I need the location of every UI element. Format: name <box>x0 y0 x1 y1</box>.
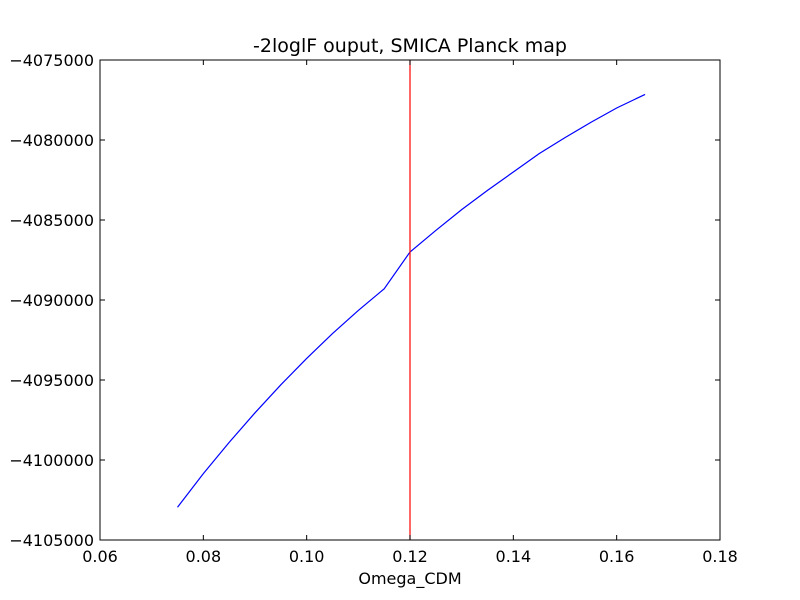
y-tick-label: −4080000 <box>9 131 94 150</box>
x-tick-label: 0.18 <box>702 547 738 566</box>
x-tick-label: 0.08 <box>186 547 222 566</box>
x-axis-label: Omega_CDM <box>358 569 461 589</box>
y-tick-label: −4085000 <box>9 211 94 230</box>
chart-title: -2loglF ouput, SMICA Planck map <box>253 35 567 57</box>
y-tick-label: −4100000 <box>9 451 94 470</box>
x-tick-label: 0.14 <box>496 547 532 566</box>
x-tick-label: 0.12 <box>392 547 428 566</box>
ticks-layer: 0.06 0.08 0.10 0.12 0.14 0.16 0.18 −4105000 −410… <box>9 51 737 566</box>
series-line-0 <box>177 93 646 508</box>
plot-layer <box>177 60 646 540</box>
x-tick-label: 0.06 <box>82 547 118 566</box>
x-tick-label: 0.10 <box>289 547 325 566</box>
y-tick-label: −4105000 <box>9 531 94 550</box>
x-tick-label: 0.16 <box>599 547 635 566</box>
y-tick-label: −4090000 <box>9 291 94 310</box>
y-tick-label: −4075000 <box>9 51 94 70</box>
y-tick-label: −4095000 <box>9 371 94 390</box>
